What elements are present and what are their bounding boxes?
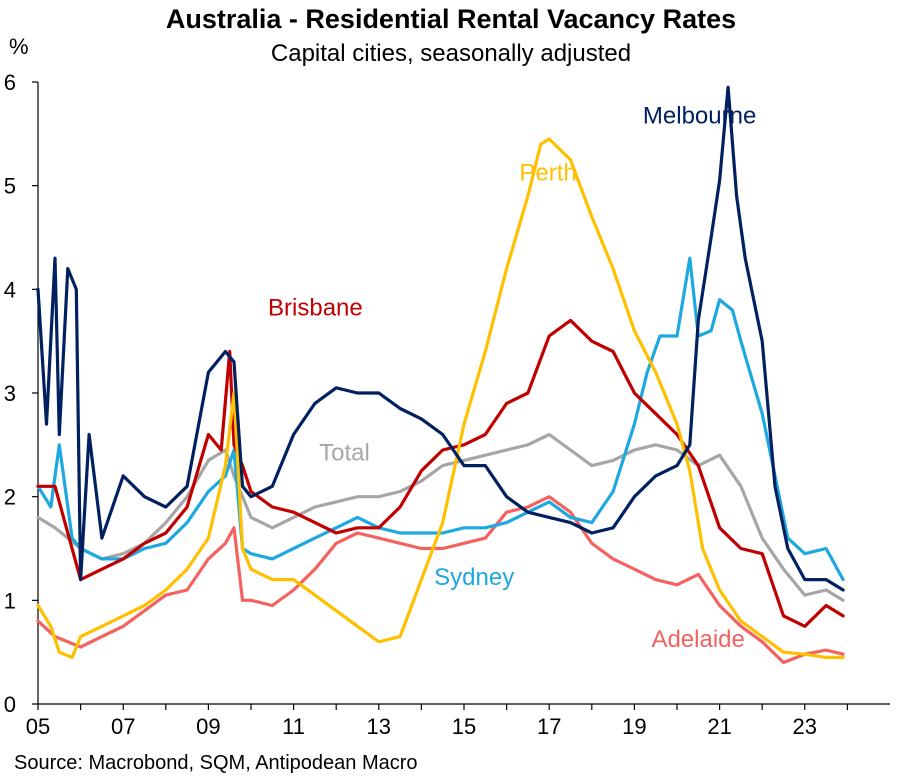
series-label-brisbane: Brisbane	[268, 294, 363, 321]
y-tick-label: 0	[4, 692, 16, 717]
series-label-sydney: Sydney	[434, 564, 514, 591]
y-tick-label: 6	[4, 70, 16, 95]
series-line-sydney	[36, 256, 845, 582]
series-line-adelaide	[36, 495, 845, 665]
x-tick-label: 21	[707, 714, 731, 739]
x-tick-label: 19	[622, 714, 646, 739]
series-label-perth: Perth	[519, 159, 576, 186]
x-tick-label: 15	[452, 714, 476, 739]
series-line-melbourne	[36, 85, 845, 592]
x-tick-label: 17	[537, 714, 561, 739]
x-tick-label: 09	[196, 714, 220, 739]
x-tick-label: 13	[367, 714, 391, 739]
chart-subtitle: Capital cities, seasonally adjusted	[270, 40, 632, 67]
series-label-total: Total	[319, 439, 370, 466]
series-lines	[36, 85, 845, 665]
source-note: Source: Macrobond, SQM, Antipodean Macro	[14, 752, 418, 774]
x-tick-label: 23	[793, 714, 817, 739]
chart-title: Australia - Residential Rental Vacancy R…	[165, 4, 737, 34]
series-line-total	[36, 432, 845, 602]
x-tick-label: 05	[26, 714, 50, 739]
y-tick-label: 2	[4, 485, 16, 510]
y-tick-label: 3	[4, 381, 16, 406]
y-tick-label: 1	[4, 588, 16, 613]
y-axis-unit: %	[9, 34, 29, 59]
series-line-brisbane	[36, 318, 845, 628]
series-labels: Total Adelaide Sydney Brisbane Perth Melbourn…	[268, 102, 756, 653]
y-tick-label: 4	[4, 277, 16, 302]
y-tick-label: 5	[4, 174, 16, 199]
x-tick-label: 07	[111, 714, 135, 739]
series-line-perth	[36, 137, 845, 660]
x-tick-label: 11	[282, 714, 305, 739]
series-label-melbourne: Melbourne	[643, 102, 756, 129]
series-label-adelaide: Adelaide	[651, 626, 744, 653]
